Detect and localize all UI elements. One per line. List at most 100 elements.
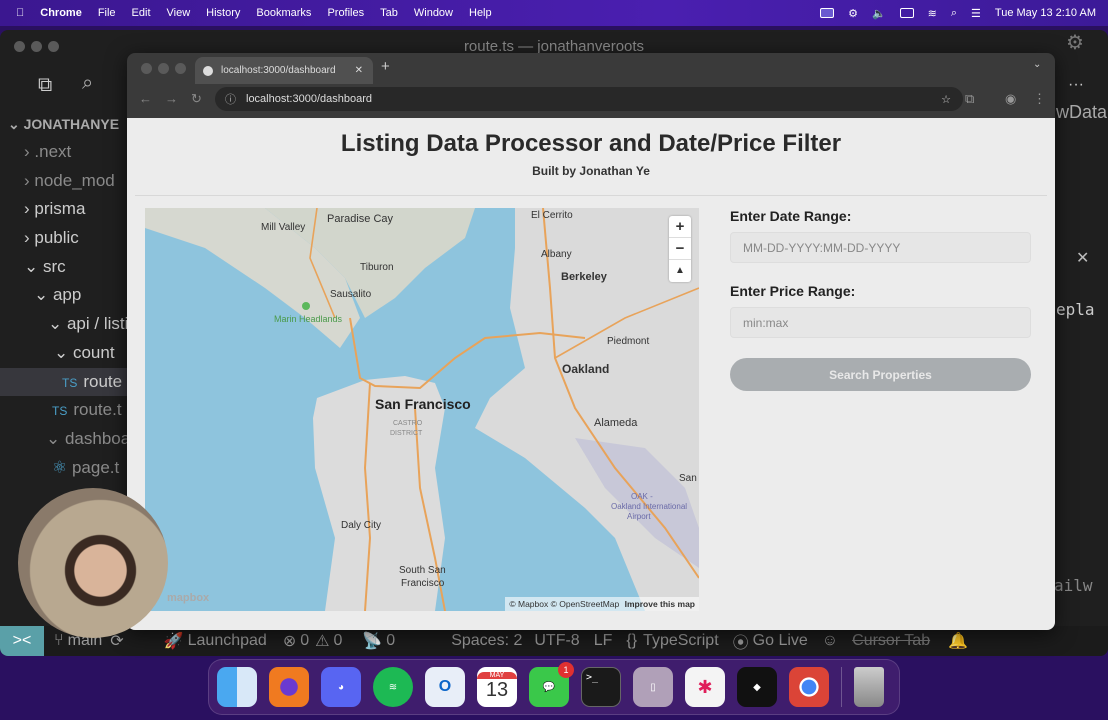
back-icon[interactable]: ← [139,91,152,106]
site-info-icon[interactable]: ⓘ [225,94,236,106]
dock-discord[interactable]: ◕ [321,667,361,707]
tree-item-selected[interactable]: TS route [0,367,127,397]
close-icon[interactable]: ✕ [1076,250,1090,267]
search-icon[interactable]: ⌕ [950,6,958,19]
profile-icon[interactable]: ◉ [1005,91,1017,106]
chrome-menu-icon[interactable]: ⋮ [1033,91,1046,106]
tree-item[interactable]: ⌄ app [34,285,82,305]
price-range-input[interactable]: min:max [730,307,1031,338]
search-icon[interactable]: ⌕ [82,72,94,94]
dock-calendar[interactable]: MAY 13 [477,667,517,707]
indentation[interactable]: Spaces: 2 [451,632,523,649]
window-controls[interactable] [14,41,59,52]
date-range-input[interactable]: MM-DD-YYYY:MM-DD-YYYY [730,232,1031,263]
mapbox-logo[interactable]: mapbox [167,592,210,604]
menu-bookmarks[interactable]: Bookmarks [248,7,311,19]
extensions-icon[interactable]: ⧉ [965,91,975,106]
search-properties-button[interactable]: Search Properties [730,358,1031,391]
explorer-root[interactable]: ⌄ JONATHANYE [8,116,120,132]
dock-firefox[interactable] [269,667,309,707]
tree-item[interactable]: ⌄ src [24,256,66,276]
sync-icon[interactable]: ⟳ [110,633,124,650]
compass-button[interactable]: ▲ [675,265,685,276]
clock[interactable]: Tue May 13 2:10 AM [994,7,1096,19]
forward-icon[interactable]: → [165,91,178,106]
zoom-in-button[interactable]: + [669,216,691,238]
menu-app-name[interactable]: Chrome [32,7,82,19]
tree-item[interactable]: ⌄ api / listi [48,314,127,334]
browser-tab[interactable]: localhost:3000/dashboard ✕ [195,57,373,84]
map-label: San Francisco [375,396,471,412]
dock-iphone-mirroring[interactable]: ▯ [633,667,673,707]
address-bar[interactable]: ⓘ localhost:3000/dashboard ☆ [215,87,963,111]
tree-item[interactable]: › public [24,228,79,248]
menu-history[interactable]: History [197,7,240,19]
more-icon[interactable]: ··· [1068,76,1084,93]
tree-item[interactable]: ⚛ page.t [0,454,127,483]
tree-label: api / listi [66,314,127,334]
editor-fragment: epla [1056,300,1095,319]
control-center-icon[interactable]: ☰ [971,7,981,20]
dock-trash[interactable] [854,667,884,707]
filter-panel: Enter Date Range: MM-DD-YYYY:MM-DD-YYYY … [730,208,1031,391]
tab-search-icon[interactable]: ⌄ [1033,59,1042,70]
tree-item[interactable]: ⌄ count [54,342,115,362]
copilot-icon[interactable]: ☺ [821,632,839,649]
map-label: Daly City [341,520,382,531]
dock-cursor[interactable]: ◆ [737,667,777,707]
menu-window[interactable]: Window [405,7,453,19]
warning-count[interactable]: 0 [333,632,343,649]
tree-item[interactable]: ⌄ dashboa [0,425,127,454]
window-controls[interactable] [141,63,186,74]
menu-edit[interactable]: Edit [123,7,151,19]
attribution-text[interactable]: © Mapbox © OpenStreetMap [509,599,620,609]
battery-icon[interactable] [899,8,914,18]
new-tab-icon[interactable]: + [381,58,390,75]
map-label: Tiburon [360,262,394,273]
improve-map-link[interactable]: Improve this map [624,599,695,609]
volume-icon[interactable]: 🔈 [871,7,886,20]
map-label: San [679,473,697,484]
zoom-out-button[interactable]: − [669,238,691,260]
bell-icon[interactable]: 🔔 [948,633,969,650]
language-mode[interactable]: TypeScript [643,632,719,649]
wifi-icon[interactable]: ≋ [927,7,937,20]
error-count[interactable]: 0 [300,632,310,649]
editor-fragment: ailw [1054,576,1093,595]
gear-status-icon[interactable]: ⚙ [848,7,858,20]
close-tab-icon[interactable]: ✕ [354,65,363,76]
apple-icon[interactable]:  [16,7,24,19]
dock-terminal[interactable]: >_ [581,667,621,707]
go-live[interactable]: Go Live [752,632,808,649]
date-range-label: Enter Date Range: [730,208,852,224]
dock-outlook[interactable]: O [425,667,465,707]
menu-help[interactable]: Help [460,7,492,19]
dock-slack[interactable]: ✱ [685,667,725,707]
messages-badge: 1 [558,662,574,678]
encoding[interactable]: UTF-8 [534,632,580,649]
tree-item[interactable]: › .next [24,142,72,161]
screen-mirror-icon[interactable] [820,8,835,18]
page-content: Listing Data Processor and Date/Price Fi… [127,118,1055,630]
ports-count[interactable]: 0 [386,632,396,649]
dock-chrome[interactable] [789,667,829,707]
menu-file[interactable]: File [89,7,116,19]
dock-messages[interactable]: 💬 1 [529,662,574,707]
map[interactable]: Paradise Cay Mill Valley El Cerrito Alba… [145,208,699,611]
launchpad[interactable]: Launchpad [187,632,267,649]
menu-tab[interactable]: Tab [371,7,398,19]
menu-profiles[interactable]: Profiles [319,7,364,19]
remote-icon[interactable]: >< [0,626,44,656]
reload-icon[interactable]: ↻ [191,91,202,106]
explorer-icon[interactable]: ⧉ [38,74,53,96]
dock-finder[interactable] [217,667,257,707]
bookmark-star-icon[interactable]: ☆ [941,93,951,106]
settings-icon[interactable]: ⚙ [1066,32,1084,54]
tree-item[interactable]: › prisma [24,199,86,219]
tree-item[interactable]: TS route.t [0,396,127,425]
menu-view[interactable]: View [158,7,191,19]
cursor-tab[interactable]: Cursor Tab [852,632,931,649]
tree-item[interactable]: › node_mod [24,170,115,190]
eol[interactable]: LF [593,632,613,649]
dock-spotify[interactable]: ≋ [373,667,413,707]
